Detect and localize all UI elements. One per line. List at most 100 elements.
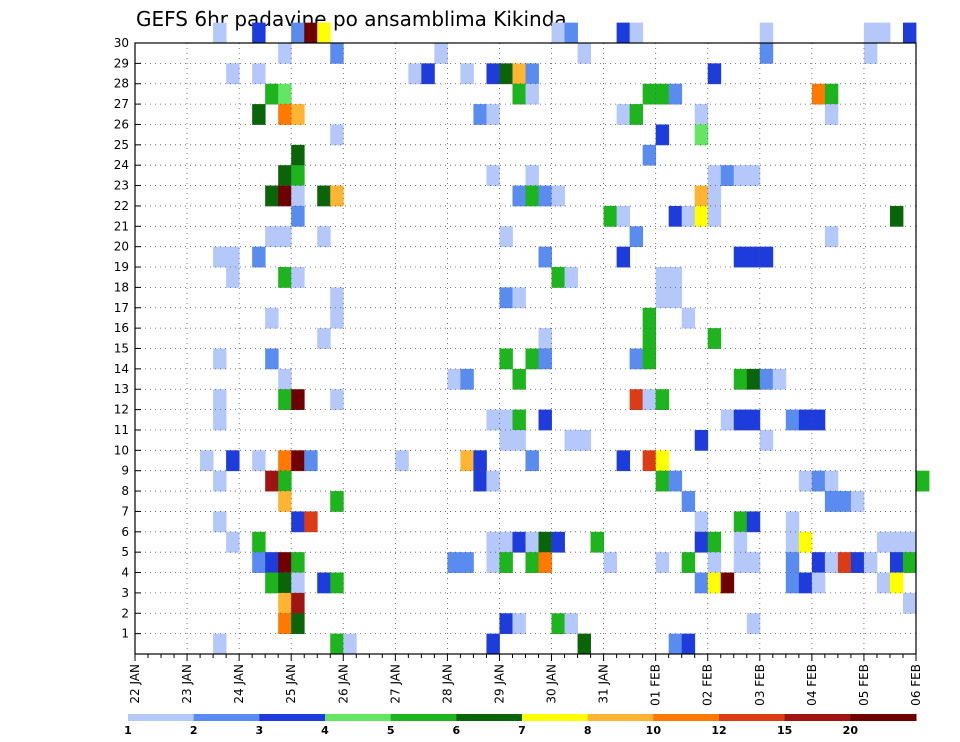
data-cell [278,552,292,573]
data-cell [525,165,539,186]
data-cell [694,124,709,146]
data-cell [824,470,839,492]
data-cell [811,409,826,431]
colorbar-label: 12 [711,724,726,737]
data-cell [226,531,240,553]
data-cell [317,185,331,207]
data-cell [707,531,722,553]
data-cell [837,491,852,512]
colorbar: 1 2 3 4 5 6 7 8 10 12 15 20 [124,714,917,737]
data-cell [538,328,552,349]
data-cell [421,63,435,85]
data-cell [733,552,748,573]
y-tick-label: 5 [121,545,129,559]
data-cell [642,307,657,329]
data-cell [486,470,500,492]
y-tick-label: 25 [114,138,129,152]
data-cell [291,205,305,227]
colorbar-swatch [193,714,260,721]
colorbar-label: 7 [518,724,526,737]
data-cell [785,409,800,431]
x-tick-label: 04 FEB [805,664,819,706]
data-cell [824,552,839,573]
data-cell [655,470,670,492]
data-cell [681,552,696,573]
data-cell [668,470,683,492]
data-cell [278,43,292,64]
data-cell [252,22,266,44]
data-cell [902,22,917,44]
data-cell [603,205,618,227]
colorbar-swatch [390,714,457,721]
data-cell [824,104,839,125]
colorbar-label: 2 [190,724,198,737]
data-cell [278,165,292,186]
data-cell [876,22,891,44]
data-cell [798,470,813,492]
data-cell [694,104,709,125]
y-tick-label: 20 [114,240,129,254]
y-tick-label: 23 [114,179,129,193]
data-cell [681,205,696,227]
data-cell [460,63,474,85]
data-cell [278,83,292,105]
data-cell [551,22,565,44]
data-cell [733,409,748,431]
x-tick-label: 28 JAN [440,664,454,704]
y-tick-label: 4 [121,566,129,580]
data-cell [486,409,500,431]
data-cell [226,63,240,85]
data-cell [252,246,266,268]
data-cell [564,429,578,451]
data-cell [694,429,709,451]
data-cell [525,63,539,85]
data-cell [291,22,305,44]
data-cell [291,165,305,186]
data-cell [499,63,513,85]
data-cell [785,531,800,553]
y-tick-label: 18 [114,280,129,294]
colorbar-swatch [456,714,523,721]
data-cell [252,552,266,573]
data-cell [512,287,526,309]
data-cell [278,491,292,512]
data-cell [200,450,214,472]
data-cell [512,368,526,390]
data-cell [577,633,591,655]
data-cell [733,165,748,186]
data-cell [278,592,292,614]
data-cell [226,267,240,288]
data-cell [798,531,813,553]
colorbar-label: 15 [777,724,792,737]
x-tick-label: 27 JAN [388,664,402,704]
data-cell [694,531,709,553]
y-tick-label: 28 [114,77,129,91]
data-cell [499,531,513,553]
data-cell [668,633,683,655]
data-cell [278,470,292,492]
data-cell [291,572,305,594]
data-cell [278,389,292,410]
data-cell [447,552,461,573]
data-cell [889,205,904,227]
data-cell [330,287,344,309]
data-cell [538,552,552,573]
colorbar-label: 4 [321,724,329,737]
data-cell [512,185,526,207]
colorbar-swatch [522,714,589,721]
data-cell [707,205,722,227]
data-cell [213,246,227,268]
data-cell [538,409,552,431]
x-tick-label: 22 JAN [128,664,142,704]
data-cell [486,63,500,85]
data-cell [291,592,305,614]
y-tick-label: 13 [114,382,129,396]
data-cell [499,287,513,309]
chart-title: GEFS 6hr padavine po ansamblima Kikinda [136,7,567,31]
data-cell [486,552,500,573]
data-cell [694,205,709,227]
data-cell [707,185,722,207]
data-cell [746,511,761,533]
data-cell [707,165,722,186]
data-cell [681,307,696,329]
